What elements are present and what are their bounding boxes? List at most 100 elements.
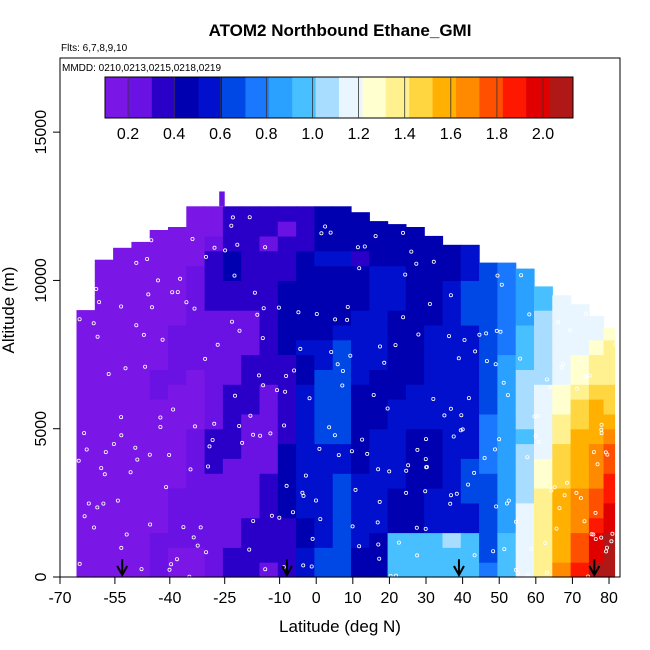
heat-cell: [534, 310, 553, 326]
heat-cell: [76, 399, 96, 415]
heat-cell: [497, 502, 517, 519]
x-tick-label: 40: [454, 590, 472, 607]
x-tick-label: 70: [564, 590, 582, 607]
heat-cell: [534, 532, 553, 548]
heat-cell: [405, 502, 425, 519]
heat-cell: [351, 280, 370, 296]
heat-cell: [332, 295, 352, 311]
heat-cell: [405, 339, 425, 356]
observation-point: [298, 346, 303, 351]
observation-point: [232, 273, 237, 278]
heat-cell: [314, 517, 334, 534]
heat-cell: [241, 562, 261, 578]
heat-cell: [204, 280, 224, 296]
heat-cell: [204, 443, 224, 459]
heat-cell: [241, 265, 261, 281]
heat-cell: [314, 428, 334, 445]
heat-cell: [497, 384, 517, 400]
observation-point: [229, 223, 234, 228]
heat-cell: [131, 339, 151, 356]
heat-cell: [241, 384, 261, 400]
observation-point: [148, 522, 153, 527]
heat-cell: [442, 547, 462, 563]
heat-cell: [314, 384, 334, 400]
observation-point: [345, 304, 350, 309]
observation-point: [76, 458, 81, 463]
heat-cell: [277, 280, 297, 296]
heat-cell: [460, 324, 480, 341]
heat-cell: [603, 413, 616, 430]
heat-cell: [277, 413, 297, 430]
heat-cell: [222, 221, 242, 237]
heat-cell: [76, 562, 96, 578]
observation-point: [349, 449, 354, 454]
heat-cell: [259, 339, 279, 356]
colorbar-tick-label: 1.8: [486, 126, 508, 143]
observation-point: [314, 311, 319, 316]
heat-cell: [424, 295, 444, 311]
heat-cell: [332, 324, 352, 341]
heat-cell: [460, 295, 480, 311]
heat-cell: [113, 517, 132, 534]
heat-cell: [204, 502, 224, 519]
heat-cell: [168, 354, 187, 370]
heat-cell: [588, 324, 605, 341]
observation-point: [170, 290, 175, 295]
heat-cell: [259, 562, 279, 578]
observation-point: [446, 334, 451, 339]
heat-cell: [332, 532, 352, 548]
heat-cell: [296, 250, 315, 267]
heat-cell: [314, 547, 334, 563]
heat-cell: [204, 458, 224, 474]
heat-cell: [168, 250, 187, 267]
observation-point: [501, 380, 506, 385]
observation-point: [525, 572, 530, 577]
heat-cell: [460, 354, 480, 370]
heat-cell: [186, 562, 206, 578]
heat-cell: [387, 235, 407, 252]
heat-cell: [497, 473, 517, 489]
heat-cell: [332, 280, 352, 296]
observation-point: [505, 393, 510, 398]
heat-cell: [168, 384, 187, 400]
observation-point: [544, 570, 549, 575]
heat-cell: [149, 413, 169, 430]
heat-cell: [603, 532, 616, 548]
colorbar-tick-label: 0.2: [117, 126, 139, 143]
heat-cell: [515, 310, 535, 326]
heat-cell: [405, 443, 425, 459]
heat-cell: [149, 310, 169, 326]
observation-point: [203, 356, 208, 361]
observation-point: [340, 368, 345, 373]
heat-cell: [387, 562, 407, 578]
heat-cell: [314, 339, 334, 356]
heat-cell: [168, 413, 187, 430]
observation-point: [544, 377, 549, 382]
observation-point: [77, 317, 82, 322]
heat-cell: [314, 458, 334, 474]
heat-cell: [351, 562, 370, 578]
heat-cell: [241, 547, 261, 563]
observation-point: [292, 368, 297, 373]
observation-point: [300, 490, 305, 495]
heat-cell: [94, 488, 114, 504]
heat-cell: [387, 428, 407, 445]
observation-point: [124, 532, 129, 537]
observation-point: [477, 332, 482, 337]
heat-cell: [76, 502, 96, 519]
observation-point: [442, 413, 447, 418]
heat-cell: [460, 265, 480, 281]
heat-cell: [369, 458, 389, 474]
heat-cell: [222, 265, 242, 281]
heat-cell: [204, 206, 224, 222]
heat-cell: [552, 458, 572, 474]
heat-cell: [387, 502, 407, 519]
heat-cell: [515, 547, 535, 563]
heat-cell: [113, 295, 132, 311]
heat-cell: [460, 384, 480, 400]
y-tick-label: 15000: [33, 110, 50, 155]
observation-point: [484, 359, 489, 364]
observation-point: [456, 356, 461, 361]
heat-cell: [204, 324, 224, 341]
heat-cell: [241, 295, 261, 311]
